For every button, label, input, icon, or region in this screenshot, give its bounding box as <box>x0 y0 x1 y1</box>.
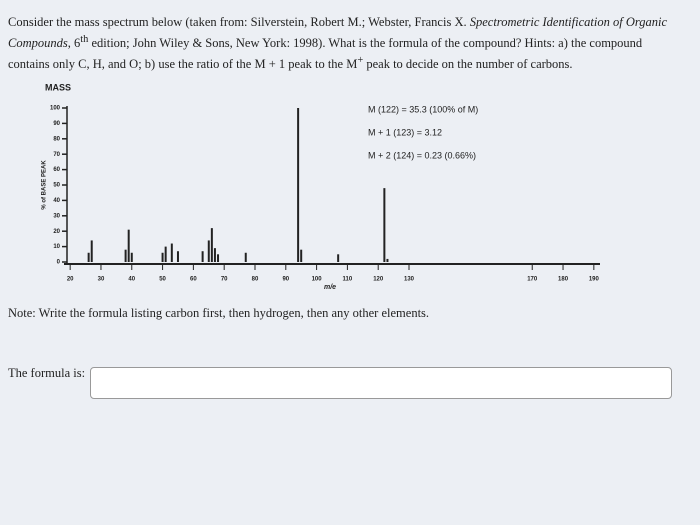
y-tick-label: 90 <box>53 121 60 127</box>
x-tick-label: 80 <box>252 277 259 283</box>
answer-input[interactable] <box>90 367 672 399</box>
y-tick-label: 0 <box>57 260 61 266</box>
y-axis-label: % of BASE PEAK <box>42 160 48 210</box>
x-tick-label: 40 <box>128 277 135 283</box>
x-tick-label: 30 <box>98 277 105 283</box>
answer-label: The formula is: <box>8 366 86 380</box>
x-tick-label: 50 <box>159 277 166 283</box>
question: Consider the mass spectrum below (taken … <box>8 14 683 73</box>
question-text: , 6 <box>67 36 81 51</box>
chart-title: MASS <box>45 82 71 92</box>
annotation: M + 2 (124) = 0.23 (0.66%) <box>368 150 476 160</box>
question-text: Consider the mass spectrum below (taken … <box>8 15 470 29</box>
x-tick-label: 110 <box>343 277 353 283</box>
question-text: + <box>357 55 364 67</box>
x-axis-label: m/e <box>324 284 336 291</box>
x-tick-label: 60 <box>190 277 197 283</box>
x-tick-label: 100 <box>312 277 323 283</box>
question-text: th <box>80 34 89 45</box>
x-tick-label: 120 <box>373 277 384 283</box>
y-tick-label: 70 <box>53 152 60 158</box>
y-tick-label: 10 <box>53 244 60 250</box>
y-tick-label: 50 <box>53 183 60 189</box>
x-tick-label: 70 <box>221 277 228 283</box>
y-tick-label: 80 <box>53 136 60 142</box>
x-tick-label: 90 <box>282 277 289 283</box>
y-tick-label: 20 <box>53 229 60 235</box>
y-tick-label: 40 <box>53 198 60 204</box>
note: Note: Write the formula listing carbon f… <box>8 306 430 320</box>
annotation: M + 1 (123) = 3.12 <box>368 127 442 137</box>
question-text: edition; John Wiley & Sons, New York: 19… <box>8 36 643 72</box>
spectrum: MASS % of BASE PEAK m/e 0 10 20 30 40 50 60 70 8… <box>42 82 600 291</box>
x-tick-label: 190 <box>589 277 600 283</box>
y-tick-label: 100 <box>50 106 61 112</box>
x-tick-label: 180 <box>558 277 569 283</box>
question-text: peak to decide on the number of carbons. <box>363 57 573 72</box>
question-text: Spectrometric Identification of Organic … <box>8 15 668 51</box>
x-tick-label: 20 <box>67 277 74 283</box>
y-tick-label: 30 <box>53 213 60 219</box>
annotation: M (122) = 35.3 (100% of M) <box>368 104 478 114</box>
x-tick-label: 170 <box>527 277 538 283</box>
x-tick-label: 130 <box>404 277 415 283</box>
y-tick-label: 60 <box>53 167 60 173</box>
